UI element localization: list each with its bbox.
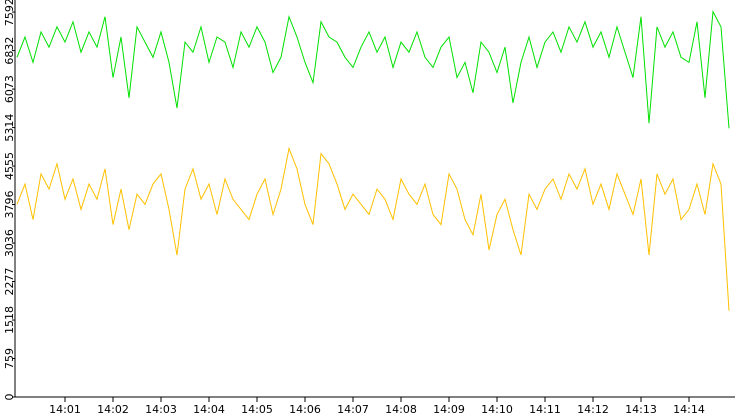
x-tick-label: 14:04 (193, 403, 225, 415)
x-tick-label: 14:05 (241, 403, 273, 415)
x-tick-label: 14:03 (145, 403, 177, 415)
y-tick-label: 4555 (3, 152, 16, 180)
x-tick-label: 14:10 (481, 403, 513, 415)
y-tick-label: 5314 (3, 114, 16, 142)
y-tick-label: 3036 (3, 229, 16, 257)
x-tick-label: 14:12 (577, 403, 609, 415)
y-tick-label: 6073 (3, 75, 16, 103)
y-tick-label: 1518 (3, 306, 16, 334)
y-tick-label: 2277 (3, 268, 16, 296)
y-tick-label: 3796 (3, 191, 16, 219)
x-tick-label: 14:09 (433, 403, 465, 415)
x-tick-label: 14:06 (289, 403, 321, 415)
x-tick-label: 14:08 (385, 403, 417, 415)
series-line (16, 9, 730, 129)
x-tick-label: 14:01 (49, 403, 81, 415)
x-tick-label: 14:02 (97, 403, 129, 415)
x-tick-label: 14:07 (337, 403, 369, 415)
y-tick-label: 0 (3, 394, 16, 401)
y-tick-label: 759 (3, 348, 16, 369)
x-tick-label: 14:11 (529, 403, 561, 415)
y-tick-label: 7592 (3, 0, 16, 26)
series-line (16, 146, 730, 311)
x-tick-label: 14:13 (625, 403, 657, 415)
x-tick-label: 14:14 (673, 403, 705, 415)
y-tick-label: 6832 (3, 37, 16, 65)
